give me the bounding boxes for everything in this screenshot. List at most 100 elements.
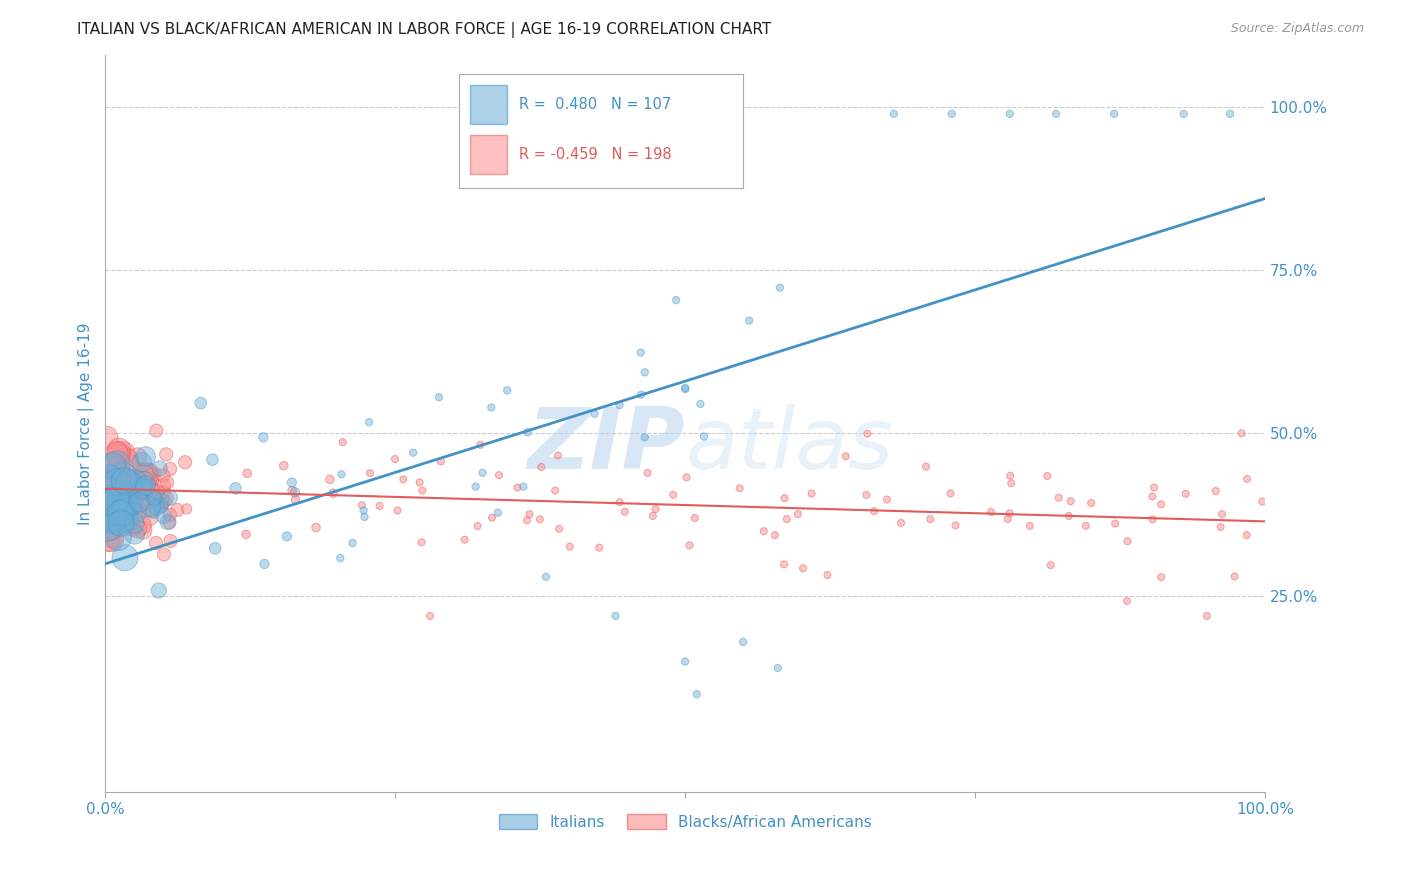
Point: [281, 475, 304, 490]
Point: [108, 442, 131, 457]
Point: [387, 503, 409, 517]
Point: [117, 499, 139, 513]
Point: [136, 464, 159, 478]
Point: [1251, 494, 1274, 508]
Point: [139, 500, 162, 514]
Point: [103, 512, 125, 526]
Point: [1102, 107, 1125, 121]
Point: [115, 507, 138, 521]
Point: [769, 281, 792, 295]
Point: [548, 522, 571, 536]
Point: [149, 499, 172, 513]
Point: [686, 687, 709, 701]
Point: [763, 528, 786, 542]
Point: [127, 522, 149, 536]
Point: [863, 504, 886, 518]
Point: [486, 506, 509, 520]
Point: [127, 450, 149, 464]
Point: [120, 479, 142, 493]
Point: [1150, 497, 1173, 511]
Point: [146, 500, 169, 515]
Point: [419, 608, 441, 623]
Point: [512, 480, 534, 494]
Point: [835, 449, 858, 463]
Point: [1057, 508, 1080, 523]
Point: [98, 510, 121, 524]
Point: [131, 482, 153, 496]
Point: [143, 491, 166, 505]
Point: [131, 518, 153, 533]
Point: [1039, 558, 1062, 573]
Point: [101, 533, 124, 548]
Point: [689, 397, 711, 411]
Point: [139, 483, 162, 497]
Point: [322, 486, 344, 500]
Point: [110, 478, 132, 492]
Point: [124, 472, 146, 486]
Point: [134, 467, 156, 481]
Point: [1223, 569, 1246, 583]
Point: [915, 459, 938, 474]
Point: [153, 494, 176, 508]
Point: [683, 511, 706, 525]
Point: [101, 458, 124, 473]
Point: [506, 481, 529, 495]
Point: [149, 461, 172, 475]
Point: [1230, 426, 1253, 441]
Point: [1205, 484, 1227, 499]
Point: [121, 521, 143, 535]
Point: [558, 540, 581, 554]
Point: [142, 504, 165, 518]
Point: [159, 533, 181, 548]
Point: [1074, 518, 1097, 533]
Point: [107, 467, 129, 481]
Point: [101, 520, 124, 534]
Point: [143, 467, 166, 481]
Point: [855, 488, 877, 502]
Point: [630, 387, 652, 401]
Point: [634, 365, 657, 379]
Point: [125, 507, 148, 521]
Point: [997, 512, 1019, 526]
Point: [97, 467, 120, 481]
Y-axis label: In Labor Force | Age 16-19: In Labor Force | Age 16-19: [79, 322, 94, 524]
Point: [408, 475, 430, 490]
Point: [100, 505, 122, 519]
Point: [998, 107, 1021, 121]
Point: [135, 501, 157, 516]
Point: [529, 512, 551, 526]
Point: [284, 492, 307, 507]
Point: [516, 513, 538, 527]
Point: [276, 529, 298, 543]
Point: [454, 533, 477, 547]
Point: [114, 550, 136, 565]
Point: [357, 415, 380, 429]
Point: [427, 390, 450, 404]
Point: [111, 505, 134, 519]
Point: [145, 491, 167, 505]
Point: [1116, 594, 1139, 608]
Point: [733, 635, 755, 649]
Point: [402, 445, 425, 459]
Point: [430, 454, 453, 468]
Point: [132, 465, 155, 479]
Point: [392, 472, 415, 486]
Point: [124, 485, 146, 500]
Point: [152, 508, 174, 523]
Point: [342, 536, 364, 550]
Point: [773, 558, 796, 572]
Point: [148, 490, 170, 504]
Point: [464, 479, 486, 493]
Point: [152, 468, 174, 483]
Point: [353, 510, 375, 524]
Point: [143, 493, 166, 508]
Point: [105, 457, 128, 471]
Point: [359, 466, 381, 480]
Point: [135, 478, 157, 492]
Point: [159, 516, 181, 530]
Point: [675, 470, 697, 484]
Point: [253, 557, 276, 571]
Point: [98, 500, 121, 514]
Point: [1150, 570, 1173, 584]
Point: [547, 449, 569, 463]
